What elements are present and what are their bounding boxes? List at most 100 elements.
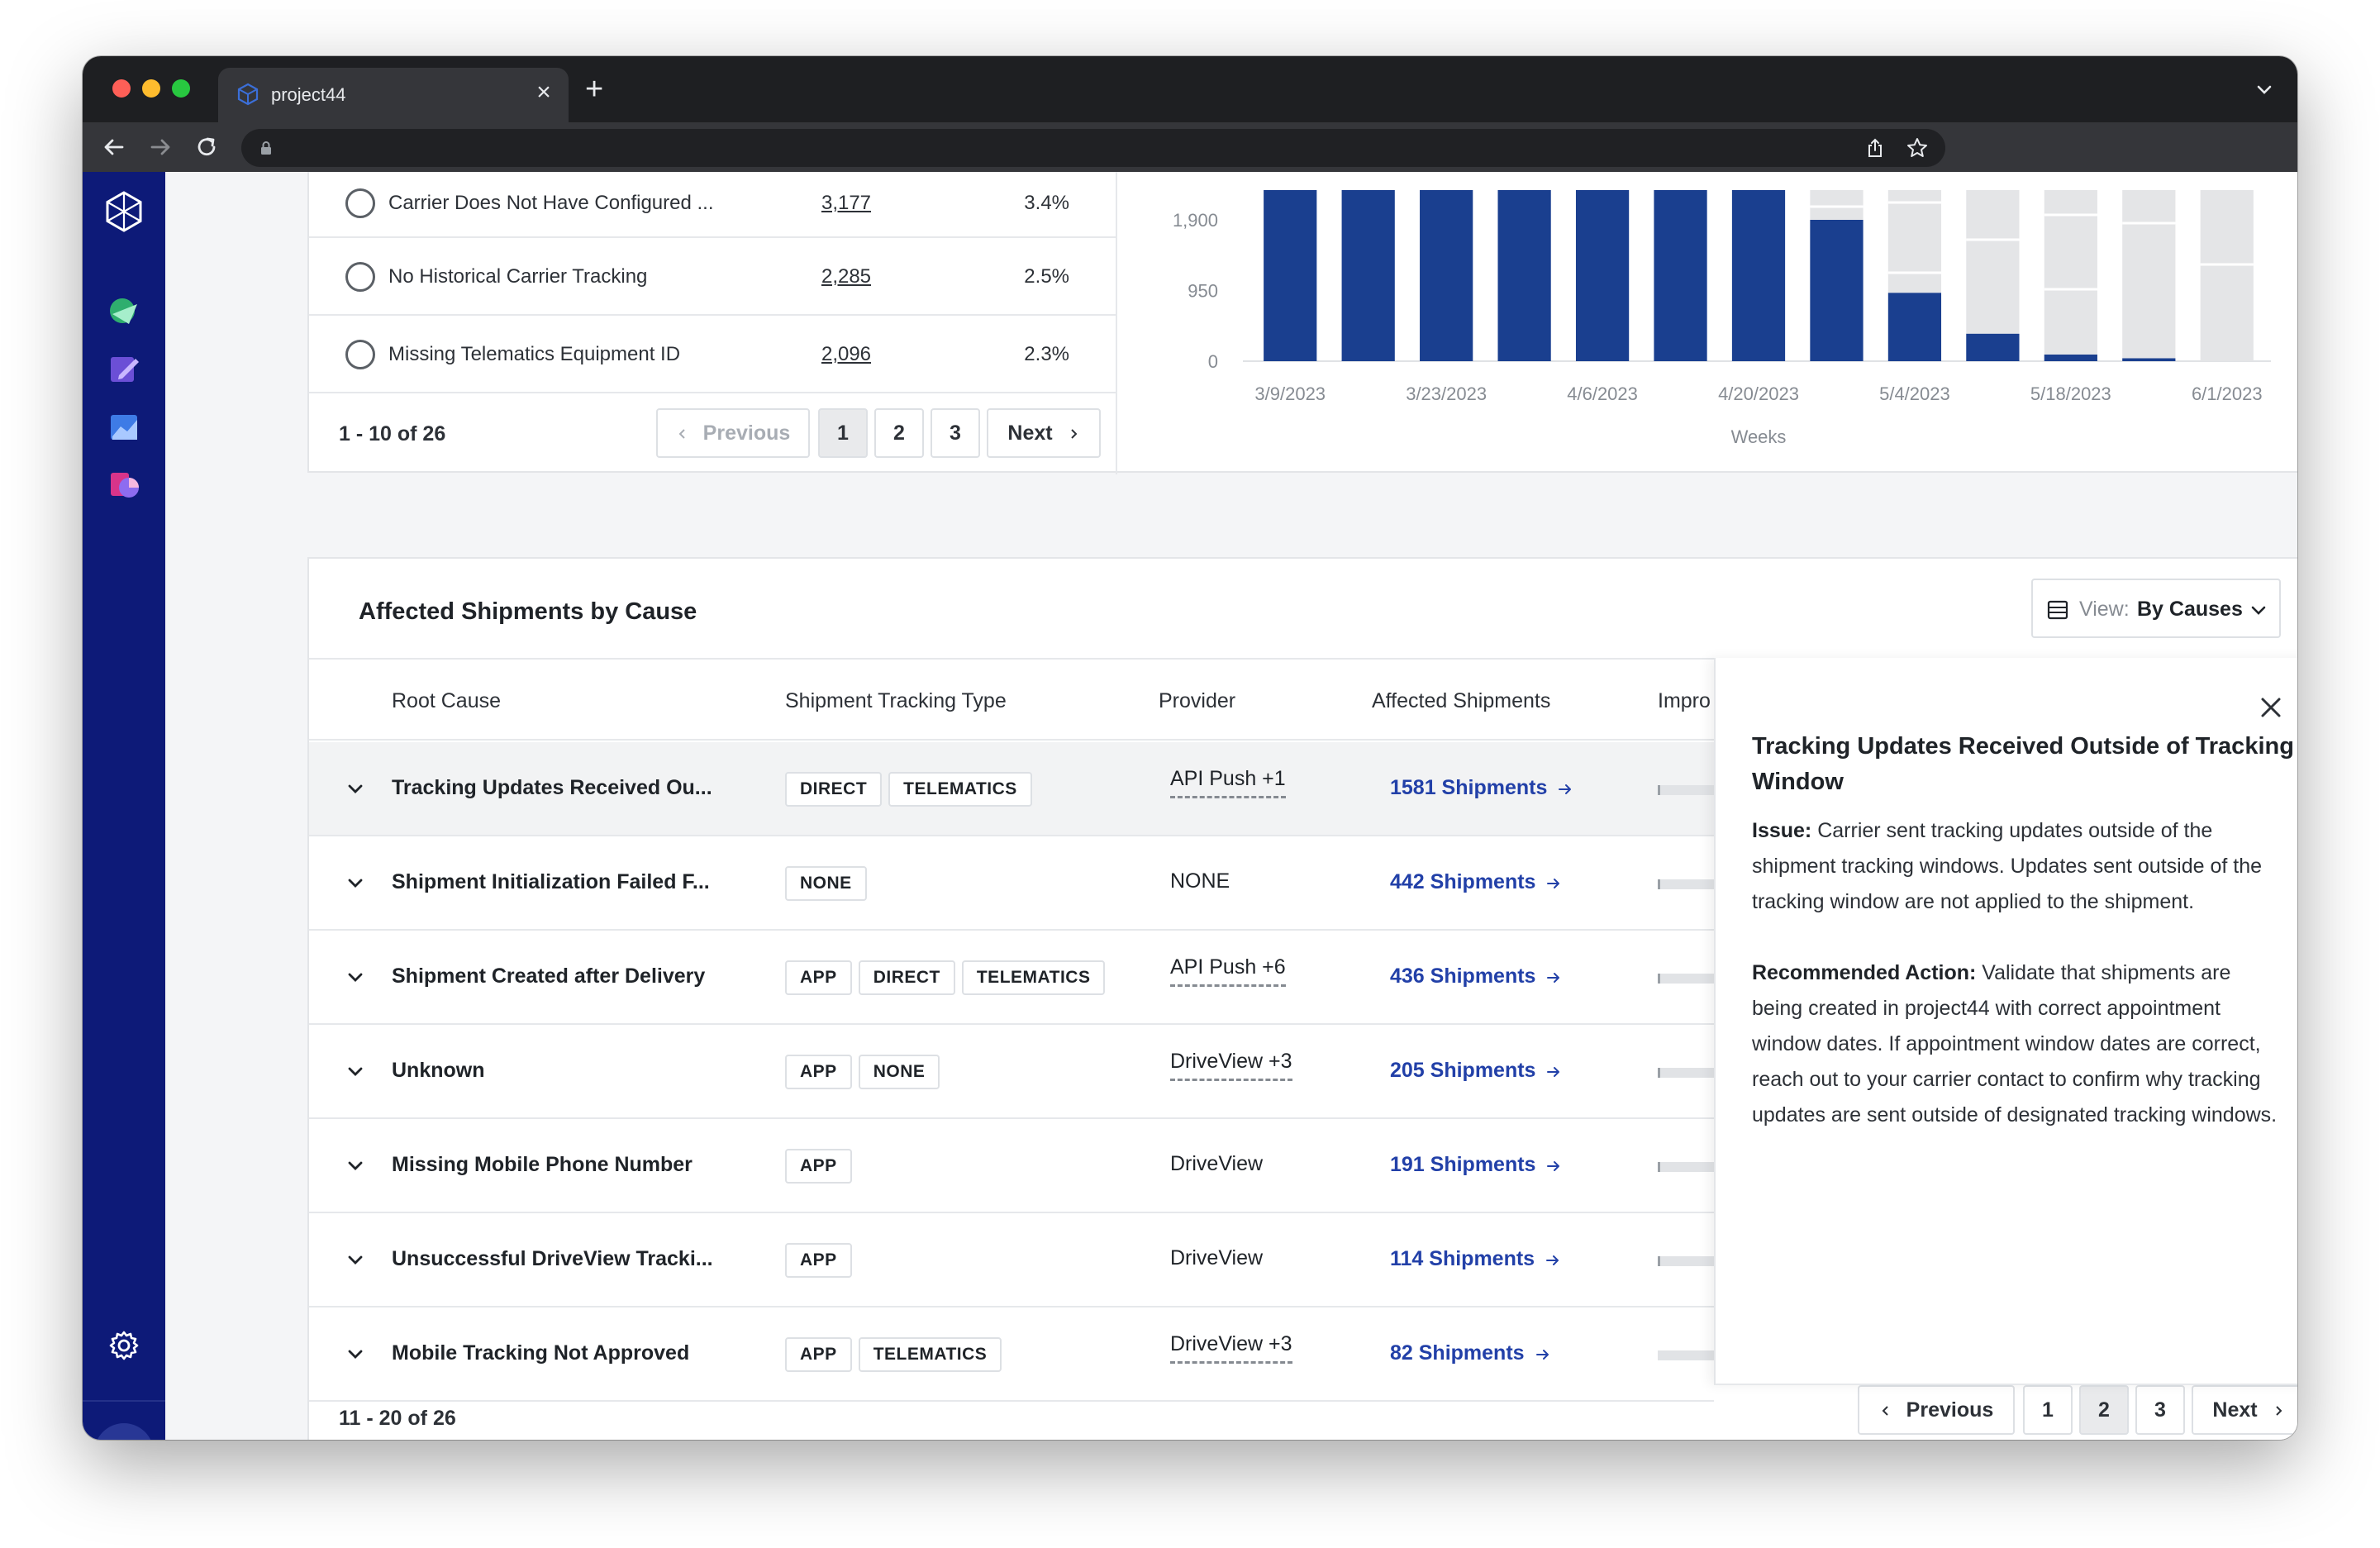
root-cause-radio[interactable] bbox=[345, 262, 375, 292]
chevron-down-icon[interactable] bbox=[344, 1249, 367, 1272]
chart-bar[interactable] bbox=[1966, 190, 2020, 334]
chart-bar[interactable] bbox=[2122, 358, 2176, 361]
pagination-previous-button[interactable]: Previous bbox=[1858, 1385, 2015, 1435]
zoom-window-button[interactable] bbox=[172, 79, 190, 98]
address-bar[interactable] bbox=[241, 129, 1945, 167]
affected-shipments-link[interactable]: 205 Shipments bbox=[1390, 1059, 1562, 1083]
table-row[interactable]: Unknown APP NONE DriveView +3 205 Shipments bbox=[309, 1025, 1714, 1119]
visibility-icon[interactable] bbox=[107, 294, 140, 327]
chart-bar[interactable] bbox=[1654, 190, 1707, 361]
affected-shipments-link[interactable]: 1581 Shipments bbox=[1390, 776, 1573, 800]
chart-bar[interactable] bbox=[2200, 190, 2254, 361]
affected-shipments-link[interactable]: 82 Shipments bbox=[1390, 1341, 1551, 1365]
tab-close-icon[interactable]: × bbox=[536, 79, 551, 106]
chart-bar[interactable] bbox=[1887, 293, 1942, 361]
pagination-previous-button[interactable]: Previous bbox=[656, 408, 810, 458]
close-icon[interactable] bbox=[2258, 694, 2284, 721]
tracking-type-badges: APP NONE bbox=[785, 1055, 940, 1089]
back-arrow-icon[interactable] bbox=[99, 132, 129, 162]
project44-logo-icon[interactable] bbox=[102, 190, 145, 233]
pagination-next-button[interactable]: Next bbox=[987, 408, 1101, 458]
detail-recommended-action: Recommended Action: Validate that shipme… bbox=[1752, 955, 2281, 1133]
chart-bar[interactable] bbox=[2044, 354, 2097, 361]
chart-bar[interactable] bbox=[1966, 333, 2020, 361]
root-cause-count-link[interactable]: 3,177 bbox=[821, 192, 872, 214]
table-row[interactable]: Shipment Initialization Failed F... NONE N… bbox=[309, 836, 1714, 931]
pagination-page-2[interactable]: 2 bbox=[2079, 1385, 2129, 1435]
chart-bar[interactable] bbox=[1420, 190, 1473, 361]
provider-value[interactable]: DriveView +3 bbox=[1170, 1050, 1292, 1081]
column-header-tracking-type[interactable]: Shipment Tracking Type bbox=[785, 689, 1007, 712]
chevron-down-icon[interactable] bbox=[344, 1343, 367, 1366]
settings-icon[interactable] bbox=[107, 1329, 140, 1362]
table-row[interactable]: Mobile Tracking Not Approved APP TELEMATIC… bbox=[309, 1307, 1714, 1402]
pagination-page-3[interactable]: 3 bbox=[2135, 1385, 2185, 1435]
provider-value[interactable]: DriveView +3 bbox=[1170, 1332, 1292, 1364]
close-window-button[interactable] bbox=[112, 79, 131, 98]
edit-icon[interactable] bbox=[107, 352, 140, 385]
browser-tab[interactable]: project44 × bbox=[218, 68, 569, 122]
affected-shipments-link[interactable]: 436 Shipments bbox=[1390, 965, 1562, 988]
chart-bar[interactable] bbox=[1497, 190, 1551, 361]
root-cause-count-link[interactable]: 2,285 bbox=[821, 265, 872, 288]
chart-bar[interactable] bbox=[1575, 190, 1630, 361]
chevron-down-icon[interactable] bbox=[344, 872, 367, 895]
root-cause-name: Shipment Initialization Failed F... bbox=[392, 870, 710, 893]
root-cause-radio[interactable] bbox=[345, 188, 375, 218]
card-divider bbox=[1116, 172, 1117, 474]
root-cause-radio[interactable] bbox=[345, 340, 375, 369]
tracking-type-badge: TELEMATICS bbox=[888, 772, 1032, 807]
chart-bar[interactable] bbox=[2044, 190, 2097, 355]
user-avatar[interactable]: IS bbox=[94, 1423, 154, 1440]
reload-icon[interactable] bbox=[192, 132, 221, 162]
new-tab-button[interactable]: + bbox=[585, 72, 604, 107]
share-icon[interactable] bbox=[1864, 137, 1886, 159]
chevron-down-icon[interactable] bbox=[344, 778, 367, 801]
analytics-icon[interactable] bbox=[107, 410, 140, 443]
affected-shipments-link[interactable]: 114 Shipments bbox=[1390, 1247, 1561, 1271]
bookmark-star-icon[interactable] bbox=[1906, 136, 1929, 160]
reports-icon[interactable] bbox=[107, 468, 140, 501]
forward-arrow-icon[interactable] bbox=[145, 132, 175, 162]
root-cause-row[interactable]: No Historical Carrier Tracking 2,285 2.5… bbox=[309, 238, 1116, 316]
chart-bar[interactable] bbox=[2122, 190, 2176, 359]
chart-bar[interactable] bbox=[1341, 190, 1395, 361]
pagination-page-3[interactable]: 3 bbox=[931, 408, 980, 458]
arrow-right-icon bbox=[1547, 973, 1560, 983]
root-cause-row[interactable]: Missing Telematics Equipment ID 2,096 2.… bbox=[309, 316, 1116, 393]
provider-value[interactable]: API Push +1 bbox=[1170, 767, 1286, 798]
pagination-range: 1 - 10 of 26 bbox=[339, 422, 446, 445]
affected-shipments-link[interactable]: 191 Shipments bbox=[1390, 1153, 1562, 1177]
pagination-page-1[interactable]: 1 bbox=[818, 408, 868, 458]
minimize-window-button[interactable] bbox=[142, 79, 160, 98]
tab-search-chevron-icon[interactable] bbox=[2253, 78, 2276, 101]
chevron-down-icon[interactable] bbox=[344, 1060, 367, 1084]
table-row[interactable]: Shipment Created after Delivery APP DIRECT… bbox=[309, 931, 1714, 1025]
sidebar-divider bbox=[83, 1400, 165, 1402]
table-row[interactable]: Missing Mobile Phone Number APP DriveView 1… bbox=[309, 1119, 1714, 1213]
column-header-affected-shipments[interactable]: Affected Shipments bbox=[1372, 689, 1551, 712]
affected-shipments-link[interactable]: 442 Shipments bbox=[1390, 870, 1562, 894]
provider-value[interactable]: API Push +6 bbox=[1170, 955, 1286, 987]
chart-bar[interactable] bbox=[1731, 190, 1786, 361]
previous-label: Previous bbox=[1906, 1398, 1994, 1422]
tracking-type-badge: DIRECT bbox=[858, 960, 955, 995]
chart-bar[interactable] bbox=[1810, 220, 1864, 361]
chart-bar[interactable] bbox=[1887, 190, 1942, 293]
table-row[interactable]: Tracking Updates Received Ou... DIRECT TEL… bbox=[309, 742, 1714, 836]
chart-bar[interactable] bbox=[1264, 190, 1317, 361]
view-selector[interactable]: View: By Causes bbox=[2031, 579, 2281, 638]
column-header-root-cause[interactable]: Root Cause bbox=[392, 689, 502, 712]
column-header-provider[interactable]: Provider bbox=[1159, 689, 1236, 712]
chevron-down-icon[interactable] bbox=[344, 1155, 367, 1178]
pagination-page-1[interactable]: 1 bbox=[2023, 1385, 2073, 1435]
chart-bar[interactable] bbox=[1810, 190, 1864, 220]
pagination-next-button[interactable]: Next bbox=[2192, 1385, 2297, 1435]
shipments-count: 82 Shipments bbox=[1390, 1341, 1525, 1365]
pagination-page-2[interactable]: 2 bbox=[874, 408, 924, 458]
root-cause-count-link[interactable]: 2,096 bbox=[821, 343, 872, 365]
table-row[interactable]: Unsuccessful DriveView Tracki... APP Drive… bbox=[309, 1213, 1714, 1307]
chevron-down-icon[interactable] bbox=[344, 966, 367, 989]
root-cause-row[interactable]: Carrier Does Not Have Configured ... 3,1… bbox=[309, 172, 1116, 238]
column-header-improvement[interactable]: Impro bbox=[1658, 689, 1711, 712]
